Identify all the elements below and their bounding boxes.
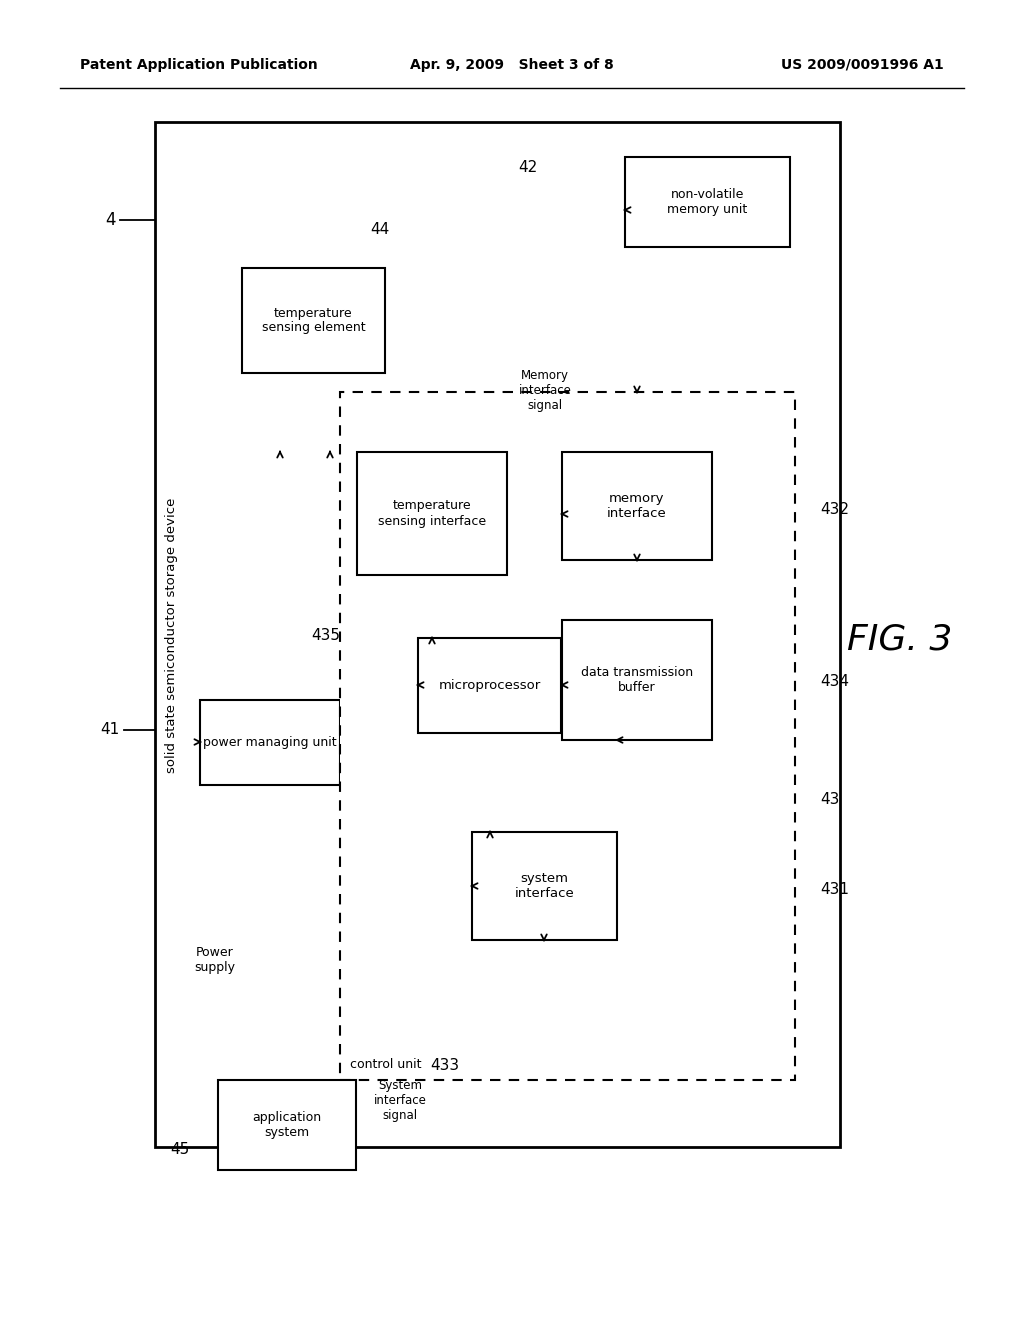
Text: 42: 42 [518,161,538,176]
Text: Memory
interface
signal: Memory interface signal [518,368,571,412]
Text: power managing unit: power managing unit [203,737,337,748]
Bar [340,392,795,1080]
Bar [625,157,790,247]
Text: 45: 45 [170,1143,189,1158]
Text: control unit: control unit [350,1059,422,1072]
Text: microprocessor: microprocessor [438,678,541,692]
Bar [562,620,712,741]
Text: 433: 433 [430,1057,459,1072]
Text: non-volatile
memory unit: non-volatile memory unit [668,187,748,216]
Text: 432: 432 [820,503,849,517]
Text: 4: 4 [104,211,116,228]
Text: data transmission
buffer: data transmission buffer [581,667,693,694]
Bar [562,451,712,560]
Bar [200,700,340,785]
Text: 435: 435 [311,627,340,643]
Text: memory
interface: memory interface [607,492,667,520]
Text: US 2009/0091996 A1: US 2009/0091996 A1 [781,58,944,73]
Text: temperature
sensing element: temperature sensing element [262,306,366,334]
Text: Apr. 9, 2009   Sheet 3 of 8: Apr. 9, 2009 Sheet 3 of 8 [411,58,613,73]
Text: application
system: application system [253,1111,322,1139]
Text: 44: 44 [371,223,389,238]
Text: temperature
sensing interface: temperature sensing interface [378,499,486,528]
Bar [472,832,617,940]
Bar [218,1080,356,1170]
Bar [155,121,840,1147]
Text: 434: 434 [820,675,849,689]
Text: solid state semiconductor storage device: solid state semiconductor storage device [166,498,178,772]
Text: Patent Application Publication: Patent Application Publication [80,58,317,73]
Text: 41: 41 [100,722,120,738]
Text: 431: 431 [820,883,849,898]
Text: Power
supply: Power supply [195,946,236,974]
Text: System
interface
signal: System interface signal [374,1078,426,1122]
Bar [357,451,507,576]
Bar [418,638,561,733]
Text: FIG. 3: FIG. 3 [847,623,952,657]
Bar [242,268,385,374]
Text: 43: 43 [820,792,840,808]
Text: system
interface: system interface [515,873,574,900]
